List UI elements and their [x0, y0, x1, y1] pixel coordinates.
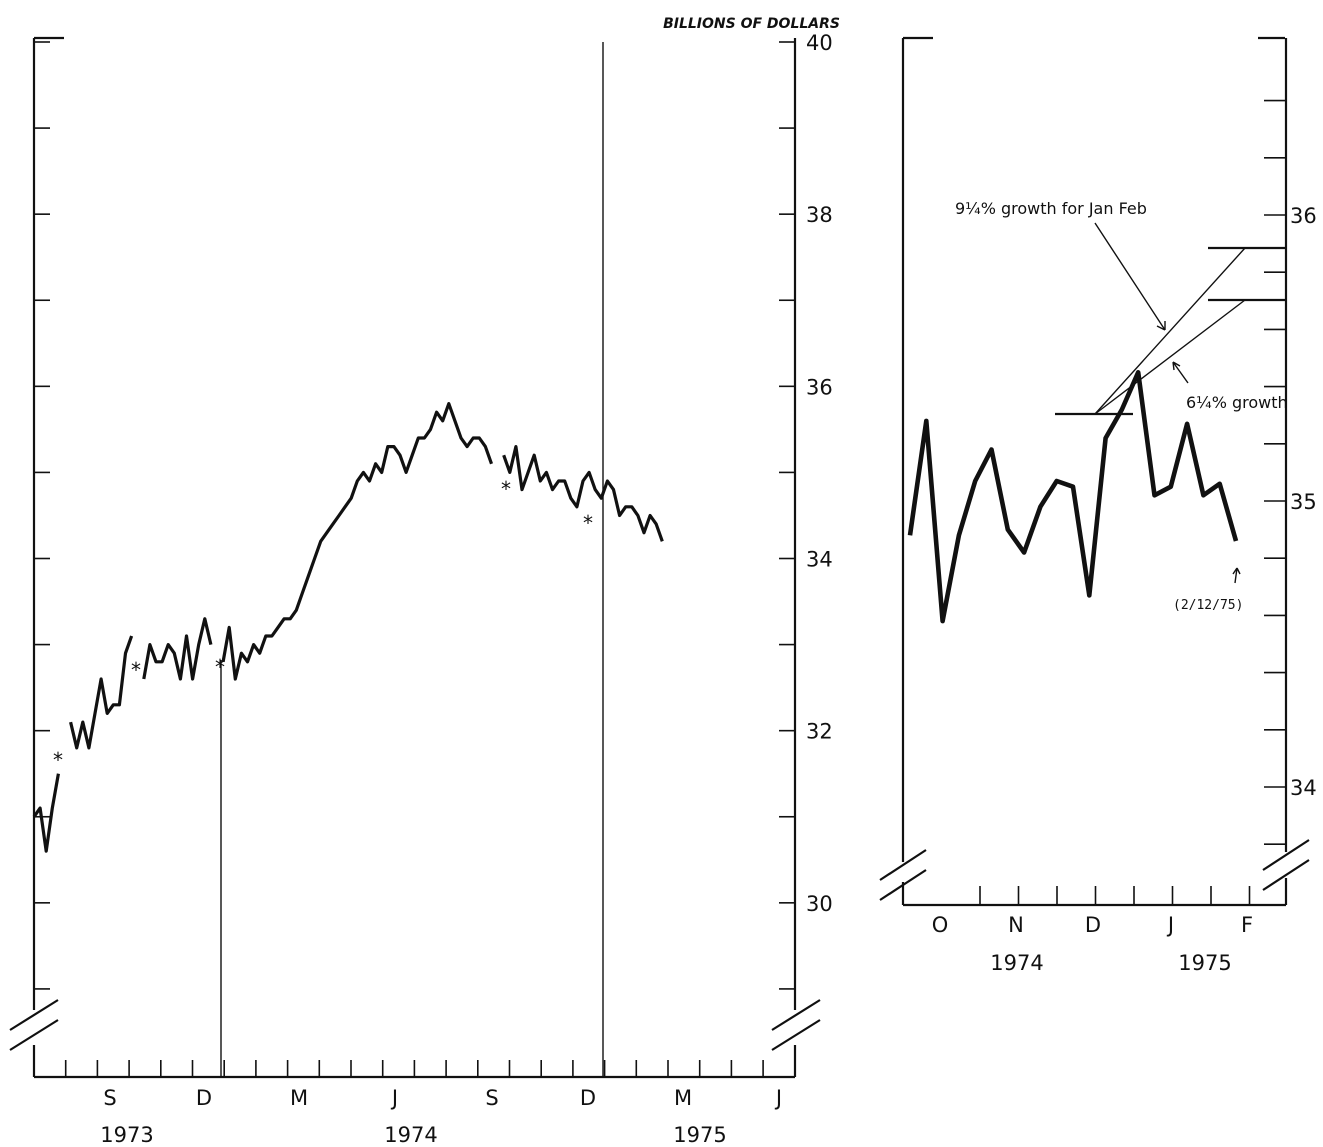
- left-break-right: [771, 999, 821, 1051]
- left-y-label: 30: [806, 892, 833, 916]
- arrow-high: [1094, 222, 1166, 331]
- right-y-label: 35: [1290, 490, 1317, 514]
- left-x-label: J: [774, 1086, 782, 1110]
- arrow-date: [1232, 567, 1241, 584]
- left-y-label: 34: [806, 548, 833, 572]
- left-y-label: 36: [806, 375, 833, 399]
- left-series-segment: [32, 773, 60, 853]
- break-marker: *: [501, 477, 511, 501]
- left-x-label: M: [674, 1086, 692, 1110]
- left-series-segment: [69, 635, 134, 750]
- right-break-left: [879, 849, 927, 901]
- growth-line-low: [1094, 299, 1246, 415]
- right-x-label: O: [932, 913, 949, 937]
- break-marker: *: [583, 511, 593, 535]
- right-x-label: F: [1241, 913, 1253, 937]
- left-year-label: 1973: [100, 1123, 153, 1147]
- break-marker: *: [53, 748, 63, 772]
- break-marker: *: [131, 658, 141, 682]
- growth-path-lines: [1055, 222, 1286, 584]
- left-ticks: 30 32 34 36 38 40 S D M J S D M J 1973 1974 1975: [34, 31, 833, 1147]
- right-x-label: D: [1085, 913, 1101, 937]
- annotation-high: 9¼% growth for Jan Feb: [955, 199, 1147, 218]
- left-series-segment: [502, 445, 664, 542]
- left-series: [32, 402, 664, 853]
- left-x-label: S: [103, 1086, 116, 1110]
- left-series-segment: [142, 617, 213, 681]
- left-x-label: D: [196, 1086, 212, 1110]
- left-y-label: 40: [806, 31, 833, 55]
- left-series-segment: [221, 402, 494, 681]
- right-year-label: 1974: [990, 951, 1043, 975]
- right-break-right: [1262, 839, 1310, 891]
- left-break-markers: * * * * *: [53, 477, 593, 772]
- left-break-left: [9, 999, 59, 1051]
- left-y-label: 38: [806, 203, 833, 227]
- left-x-label: J: [390, 1086, 398, 1110]
- arrow-low: [1172, 361, 1189, 384]
- right-panel: 34 35 36 O N D J F 1974 1975 9¼% growth for Jan F…: [879, 36, 1317, 975]
- left-panel: 30 32 34 36 38 40 S D M J S D M J 1973 1974 1975 * * * * * B…: [9, 16, 840, 1147]
- right-x-label: N: [1008, 913, 1024, 937]
- left-y-label: 32: [806, 720, 833, 744]
- left-year-label: 1975: [673, 1123, 726, 1147]
- left-year-label: 1974: [384, 1123, 437, 1147]
- unit-label: BILLIONS OF DOLLARS: [663, 16, 840, 32]
- right-series-line: [907, 369, 1239, 624]
- right-series: [907, 369, 1239, 624]
- annotation-date: (2/12/75): [1173, 598, 1243, 613]
- break-marker: *: [215, 655, 225, 679]
- left-x-label: D: [580, 1086, 596, 1110]
- left-x-label: S: [485, 1086, 498, 1110]
- left-x-label: M: [290, 1086, 308, 1110]
- right-ticks: 34 35 36 O N D J F 1974 1975: [932, 99, 1317, 975]
- right-x-label: J: [1166, 913, 1174, 937]
- right-year-label: 1975: [1178, 951, 1231, 975]
- annotation-low: 6¼% growth: [1186, 393, 1288, 412]
- growth-line-high: [1094, 247, 1246, 415]
- right-y-label: 34: [1290, 776, 1317, 800]
- right-y-label: 36: [1290, 204, 1317, 228]
